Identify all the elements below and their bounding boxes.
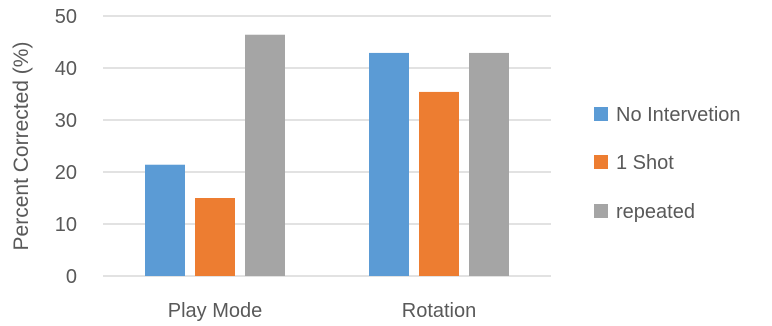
- bar-1-shot-rotation: [419, 91, 459, 276]
- x-category-label: Rotation: [402, 300, 477, 322]
- bar-repeated-play-mode: [245, 34, 285, 276]
- bar-repeated-rotation: [469, 52, 509, 276]
- y-tick-label: 50: [55, 6, 77, 28]
- bar-no-intervetion-play-mode: [145, 164, 185, 276]
- legend-label: No Intervetion: [616, 104, 741, 126]
- x-category-label: Play Mode: [168, 300, 263, 322]
- y-axis-title: Percent Corrected (%): [10, 42, 33, 251]
- bar-no-intervetion-rotation: [369, 52, 409, 276]
- y-tick-label: 0: [66, 266, 77, 288]
- y-tick-label: 30: [55, 110, 77, 132]
- legend-swatch: [594, 204, 608, 218]
- legend: No Intervetion 1 Shot repeated: [594, 104, 741, 223]
- bars: [145, 34, 509, 276]
- x-axis-categories: Play Mode Rotation: [168, 300, 477, 322]
- legend-label: 1 Shot: [616, 152, 674, 174]
- bar-1-shot-play-mode: [195, 198, 235, 276]
- y-tick-label: 10: [55, 214, 77, 236]
- y-tick-label: 20: [55, 162, 77, 184]
- legend-label: repeated: [616, 201, 695, 223]
- y-tick-label: 40: [55, 58, 77, 80]
- legend-swatch: [594, 155, 608, 169]
- y-axis-ticks: 0 10 20 30 40 50: [55, 6, 77, 288]
- legend-swatch: [594, 107, 608, 121]
